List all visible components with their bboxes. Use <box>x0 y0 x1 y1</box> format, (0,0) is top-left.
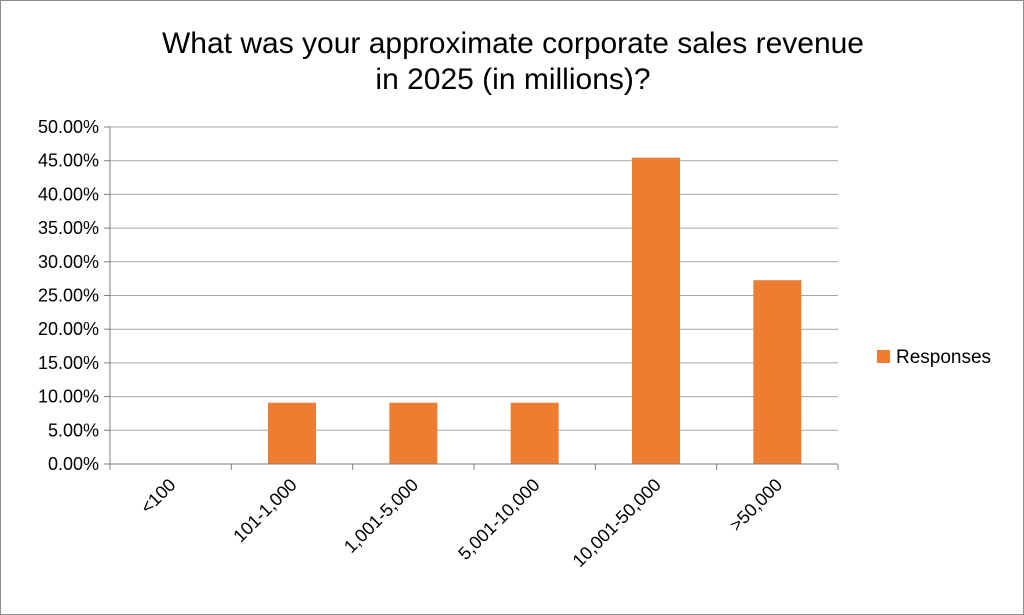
x-tick-label: 10,001-50,000 <box>569 475 665 571</box>
x-tick-labels: <100 101-1,000 1,001-5,000 5,001-10,000 10,0… <box>137 475 786 571</box>
y-tick-label: 5.00% <box>48 420 99 440</box>
y-tick-label: 25.00% <box>38 286 99 306</box>
bars <box>268 157 802 465</box>
x-tick-label: >50,000 <box>726 475 787 536</box>
legend: Responses <box>877 347 991 368</box>
y-tick-label: 15.00% <box>38 353 99 373</box>
y-tick-label: 30.00% <box>38 252 99 272</box>
gridlines <box>110 126 838 431</box>
bar <box>632 157 680 465</box>
y-tick-label: 40.00% <box>38 184 99 204</box>
x-tick-label: 5,001-10,000 <box>454 475 543 564</box>
axes <box>104 126 839 470</box>
chart-title-line-1: What was your approximate corporate sale… <box>162 27 864 60</box>
x-tick-label: <100 <box>137 475 180 518</box>
y-tick-label: 50.00% <box>38 117 99 137</box>
y-tick-label: 35.00% <box>38 218 99 238</box>
bar <box>268 402 316 464</box>
legend-label-responses: Responses <box>896 347 991 368</box>
x-tick-label: 101-1,000 <box>229 475 300 546</box>
bar <box>753 280 802 464</box>
legend-swatch-responses <box>877 350 890 363</box>
y-tick-label: 45.00% <box>38 151 99 171</box>
y-tick-label: 0.00% <box>48 454 99 474</box>
y-tick-label: 20.00% <box>38 319 99 339</box>
y-tick-labels: 0.00% 5.00% 10.00% 15.00% 20.00% 25.00% 30.00%… <box>38 117 99 474</box>
chart-title-line-2: in 2025 (in millions)? <box>375 63 650 96</box>
bar <box>389 402 438 464</box>
bar <box>510 402 559 464</box>
x-tick-label: 1,001-5,000 <box>340 475 422 557</box>
y-tick-label: 10.00% <box>38 387 99 407</box>
